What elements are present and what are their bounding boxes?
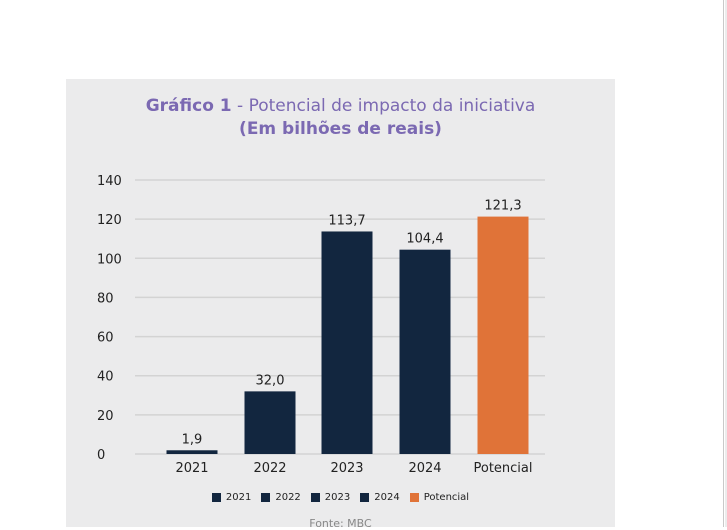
scrollbar-track[interactable]: [725, 0, 727, 527]
y-tick-label: 80: [97, 291, 114, 306]
legend-item: Potencial: [409, 492, 470, 503]
y-tick-label: 120: [97, 213, 122, 228]
bar-2024: [399, 249, 451, 454]
legend-label: 2022: [275, 492, 301, 503]
legend-swatch: [360, 493, 370, 502]
data-label: 1,9: [182, 432, 203, 447]
y-tick-label: 140: [97, 174, 122, 189]
bar-potencial: [477, 216, 529, 454]
legend-item: 2022: [261, 492, 301, 503]
scrollbar-edge: [723, 0, 724, 527]
legend-swatch: [409, 493, 419, 502]
bar-2022: [244, 391, 296, 454]
data-label: 121,3: [484, 199, 521, 214]
x-tick-label: 2022: [253, 461, 286, 476]
chart-title-prefix: Gráfico 1: [145, 96, 232, 116]
x-tick-label: Potencial: [473, 461, 532, 476]
bar-2021: [166, 450, 218, 454]
legend-label: Potencial: [423, 492, 470, 503]
x-tick-label: 2024: [408, 461, 441, 476]
chart-title: Gráfico 1 - Potencial de impacto da inic…: [66, 95, 615, 141]
y-tick-label: 40: [97, 370, 114, 385]
legend-label: 2023: [324, 492, 351, 503]
chart-title-separator: -: [231, 96, 249, 116]
legend-swatch: [261, 493, 271, 502]
y-tick-label: 0: [97, 448, 105, 463]
x-tick-label: 2021: [175, 461, 208, 476]
legend-swatch: [310, 493, 320, 502]
legend-item: 2021: [211, 492, 252, 503]
chart-legend: 2021 2022 2023 2024 Potencial: [66, 492, 615, 503]
x-tick-label: 2023: [330, 461, 363, 476]
data-label: 104,4: [406, 232, 443, 247]
legend-item: 2023: [310, 492, 351, 503]
legend-item: 2024: [360, 492, 400, 503]
data-label: 32,0: [256, 373, 285, 388]
legend-swatch: [211, 493, 221, 502]
chart-subtitle: (Em bilhões de reais): [239, 119, 442, 139]
y-tick-label: 60: [97, 331, 114, 346]
bar-2023: [321, 231, 373, 454]
legend-label: 2021: [225, 492, 252, 503]
y-tick-label: 100: [97, 252, 122, 267]
chart-title-main: Potencial de impacto da iniciativa: [248, 96, 536, 116]
legend-label: 2024: [374, 492, 400, 503]
chart-source: Fonte: MBC: [309, 517, 372, 530]
data-label: 113,7: [328, 213, 365, 228]
y-tick-label: 20: [97, 409, 114, 424]
